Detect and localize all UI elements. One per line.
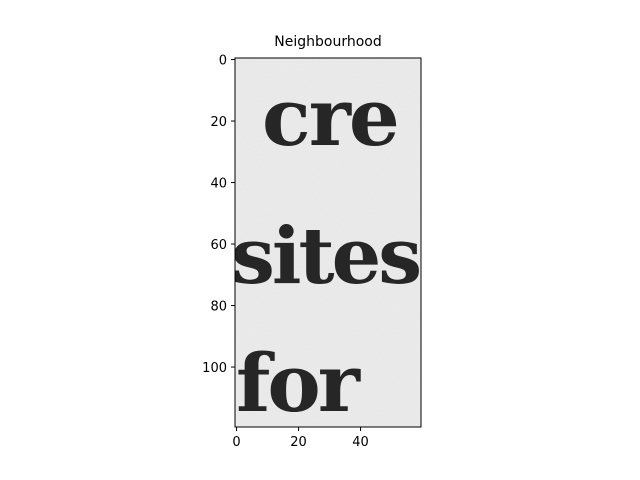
image-word-for: for	[236, 336, 361, 430]
image-grain	[235, 58, 421, 427]
y-tick-label: 60	[210, 238, 227, 253]
y-tick-label: 0	[219, 54, 227, 69]
y-tick-label: 80	[210, 300, 227, 315]
y-tick-label: 20	[210, 115, 227, 130]
y-tick-label: 100	[202, 361, 227, 376]
image-word-sites: sites	[231, 211, 419, 302]
axis-ticks: 0 20 40 0 20 40 60 80 100	[202, 54, 369, 450]
chart-title: Neighbourhood	[274, 34, 382, 50]
x-tick-label: 0	[232, 435, 240, 450]
y-tick-label: 40	[210, 177, 227, 192]
image-patch: cre sites for	[231, 58, 421, 430]
x-tick-label: 40	[352, 435, 369, 450]
image-word-cre: cre	[262, 70, 398, 164]
x-tick-label: 20	[290, 435, 307, 450]
axes-frame	[234, 57, 422, 428]
